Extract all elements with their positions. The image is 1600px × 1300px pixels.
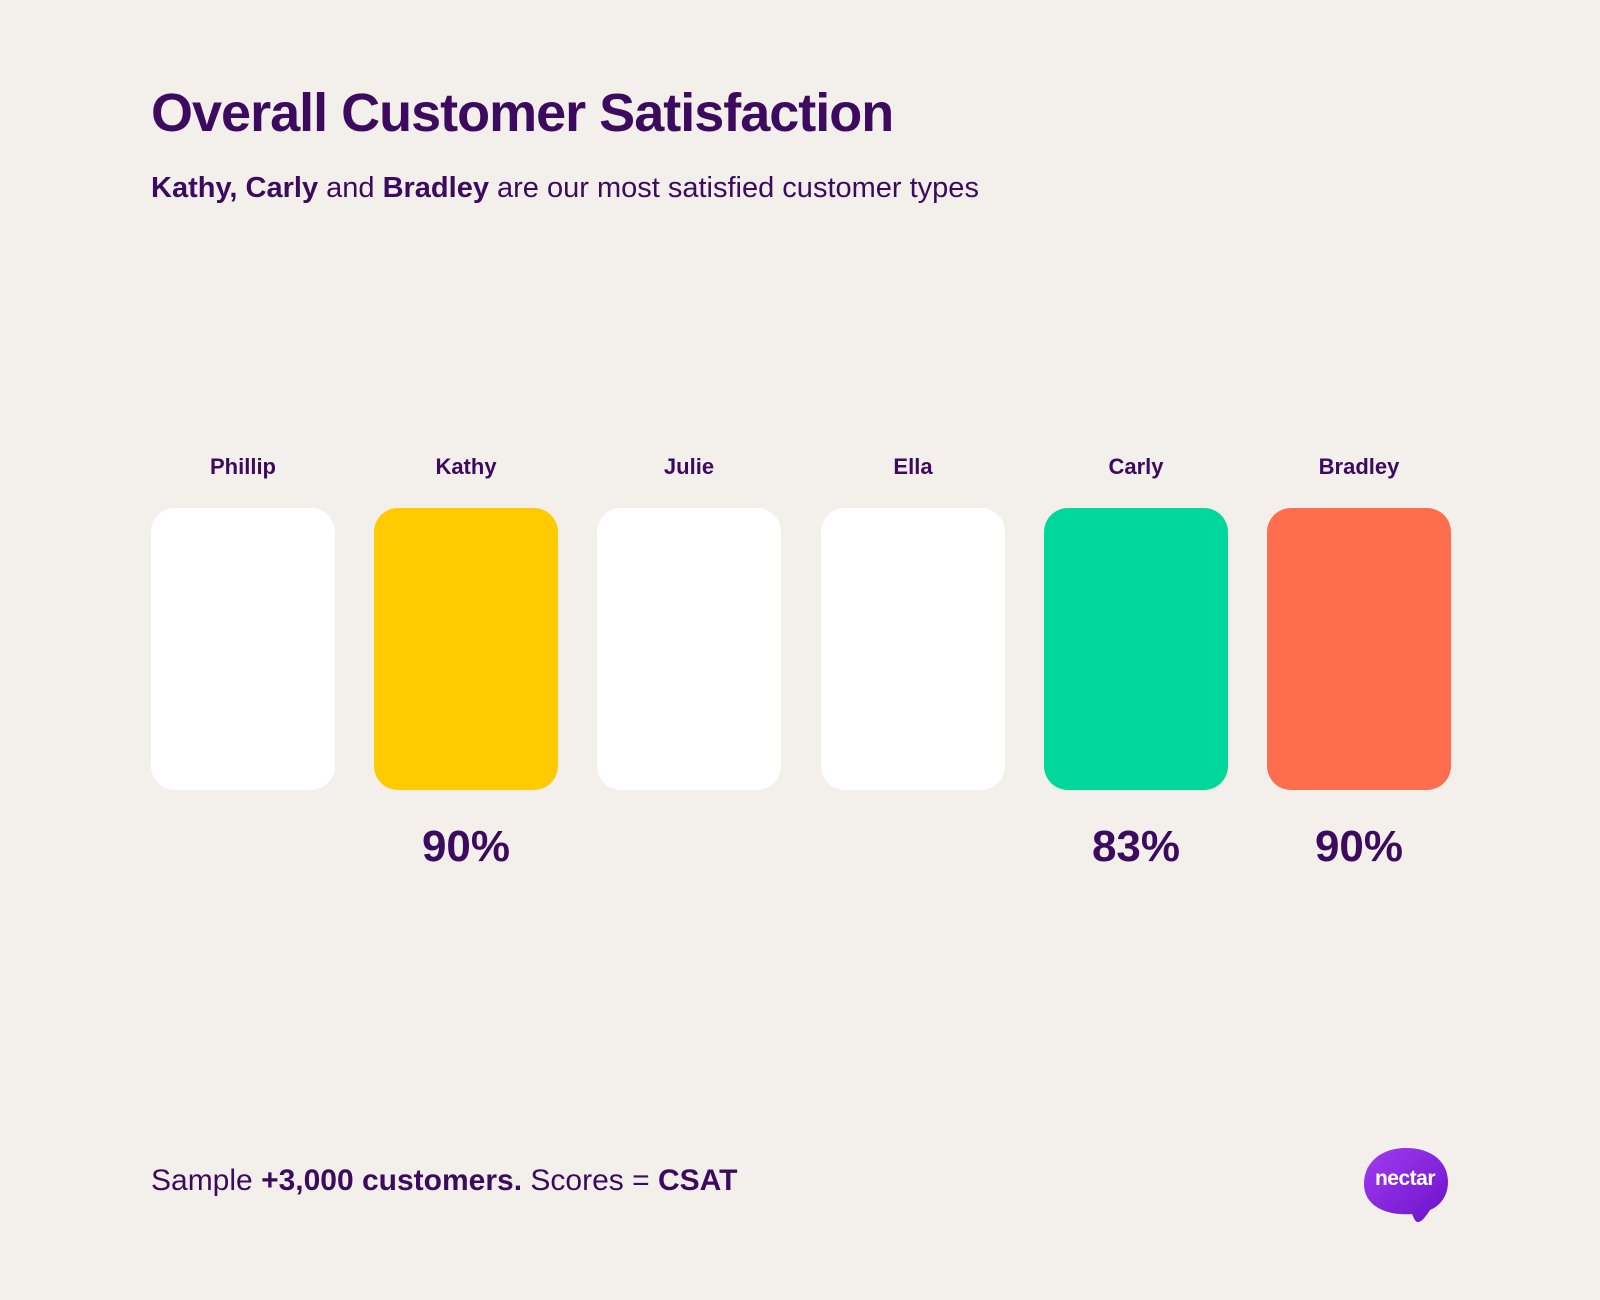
card-tile <box>1044 508 1228 790</box>
card-score: 90% <box>421 822 511 871</box>
subtitle-highlight-1: Kathy, Carly <box>151 172 319 204</box>
card-name: Julie <box>663 454 715 479</box>
card-carly: Carly 83% <box>1044 450 1228 871</box>
card-score: 83% <box>1091 822 1181 871</box>
card-tile <box>597 508 781 790</box>
footer-note: Sample +3,000 customers. Scores = CSAT <box>151 1164 737 1198</box>
card-ella: Ella <box>821 450 1005 790</box>
card-name: Bradley <box>1318 454 1400 479</box>
logo-text: nectar <box>1374 1167 1436 1190</box>
nectar-logo-icon <box>1364 1148 1448 1222</box>
footer-sample: +3,000 customers. <box>261 1164 523 1197</box>
card-phillip: Phillip <box>151 450 335 790</box>
subtitle-join: and <box>318 172 383 204</box>
card-tile <box>374 508 558 790</box>
footer-prefix: Sample <box>151 1164 262 1197</box>
footer-middle: Scores = <box>522 1164 658 1197</box>
card-tile <box>151 508 335 790</box>
card-tile <box>1267 508 1451 790</box>
card-bradley: Bradley 90% <box>1267 450 1451 871</box>
card-name: Ella <box>893 454 933 479</box>
card-score: 90% <box>1314 822 1404 871</box>
card-kathy: Kathy 90% <box>374 450 558 871</box>
page-subtitle: Kathy, Carly and Bradley are our most sa… <box>151 172 979 205</box>
card-name: Phillip <box>210 454 276 479</box>
page-title: Overall Customer Satisfaction <box>151 83 894 143</box>
footer-metric: CSAT <box>657 1164 738 1197</box>
subtitle-highlight-2: Bradley <box>382 172 489 204</box>
card-julie: Julie <box>597 450 781 790</box>
card-name: Carly <box>1108 454 1164 479</box>
card-tile <box>821 508 1005 790</box>
subtitle-rest: are our most satisfied customer types <box>488 172 979 204</box>
customer-type-cards: Phillip Kathy 90% Julie Ella Carly 83% B… <box>151 450 1451 890</box>
card-name: Kathy <box>435 454 497 479</box>
